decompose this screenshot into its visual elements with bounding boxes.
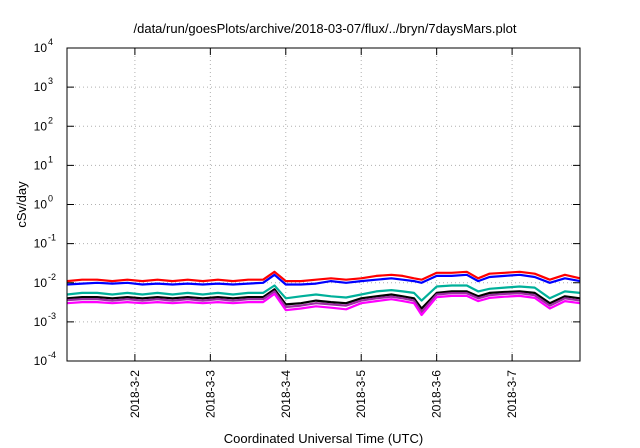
y-axis-label: cSv/day [14,181,29,228]
x-tick-label: 2018-3-3 [203,370,217,418]
series-line-3 [66,284,581,302]
x-axis-label: Coordinated Universal Time (UTC) [224,431,423,446]
y-tick-exponent: -3 [48,311,56,321]
series-line-6 [66,292,581,317]
y-tick-exponent: 1 [48,154,53,164]
y-tick-label: 10 [34,276,48,290]
y-tick-exponent: -2 [48,272,56,282]
x-tick-label: 2018-3-2 [128,370,142,418]
y-tick-exponent: 2 [48,115,53,125]
y-tick-label: 10 [34,119,48,133]
series-line-1 [66,270,581,283]
x-tick-label: 2018-3-6 [430,370,444,418]
y-tick-label: 10 [34,198,48,212]
y-tick-label: 10 [34,237,48,251]
x-tick-label: 2018-3-5 [354,370,368,418]
y-tick-exponent: 3 [48,76,53,86]
series-line-5 [66,290,581,313]
chart-title: /data/run/goesPlots/archive/2018-03-07/f… [134,21,517,36]
grid-lines [67,48,580,361]
y-tick-label: 10 [34,41,48,55]
y-tick-label: 10 [34,158,48,172]
y-tick-exponent: 0 [48,194,53,204]
x-tick-label: 2018-3-7 [505,370,519,418]
y-tick-exponent: -4 [48,350,56,360]
series-line-2 [66,273,581,286]
series-layer [66,270,581,317]
y-tick-label: 10 [34,315,48,329]
series-line-4 [66,288,581,310]
x-tick-label: 2018-3-4 [279,370,293,418]
y-tick-label: 10 [34,80,48,94]
y-tick-label: 10 [34,354,48,368]
y-tick-exponent: 4 [48,37,53,47]
y-tick-exponent: -1 [48,233,56,243]
